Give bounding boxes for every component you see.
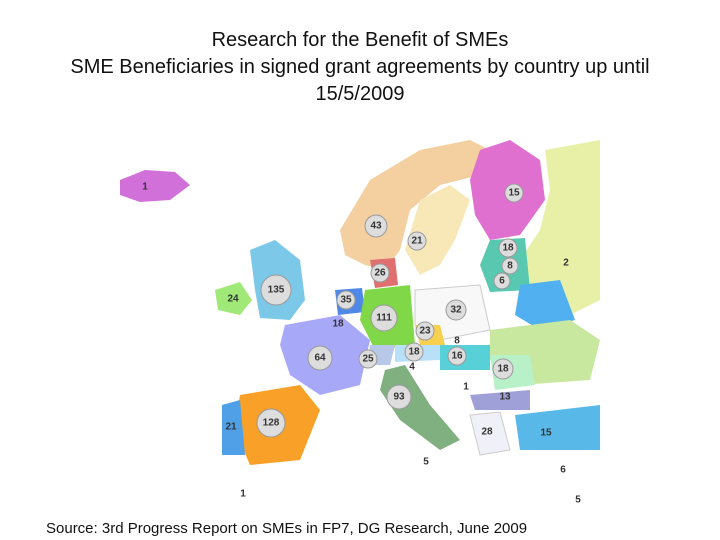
country-label: 93 (393, 392, 405, 403)
label-bubble (493, 272, 511, 290)
country-label: 18 (497, 364, 509, 375)
label-bubble (492, 358, 514, 380)
country-label: 128 (263, 418, 280, 429)
country-label: 111 (376, 313, 392, 324)
country-label: 2 (563, 258, 569, 269)
belarus (515, 280, 575, 330)
country-label: 18 (408, 347, 420, 358)
source: Source: 3rd Progress Report on SMEs in F… (46, 520, 528, 537)
country-label: 25 (362, 354, 374, 365)
country-label: 21 (225, 422, 237, 433)
label-bubble (386, 384, 412, 410)
country-label: 24 (227, 294, 239, 305)
sweden (405, 185, 470, 275)
country-label: 13 (499, 392, 511, 403)
country-label: 135 (268, 285, 285, 296)
label-bubble (504, 183, 524, 203)
country-label: 8 (454, 336, 460, 347)
country-label: 1 (240, 489, 246, 500)
label-bubble (370, 304, 398, 332)
label-bubble (498, 238, 518, 258)
label-bubble (307, 345, 333, 371)
label-bubble (336, 290, 356, 310)
country-label: 4 (409, 362, 415, 373)
label-bubble (364, 214, 388, 238)
title-line: Research for the Benefit of SMEs (211, 29, 509, 51)
label-bubble (445, 299, 467, 321)
country-label: 1 (463, 382, 469, 393)
country-label: 64 (314, 353, 326, 364)
country-label: 23 (419, 326, 431, 337)
title-line: 15/5/2009 (315, 83, 405, 105)
country-label: 28 (481, 427, 493, 438)
country-label: 5 (575, 495, 581, 506)
label-bubble (407, 231, 427, 251)
country-label: 6 (560, 465, 566, 476)
label-bubble (256, 408, 286, 438)
country-label: 18 (332, 319, 344, 330)
ireland (215, 282, 252, 315)
label-bubble (447, 346, 467, 366)
country-label: 16 (451, 351, 463, 362)
country-label: 15 (540, 428, 552, 439)
country-label: 6 (499, 276, 505, 287)
country-label: 5 (423, 457, 429, 468)
label-bubble (260, 274, 292, 306)
label-bubble (370, 263, 390, 283)
iceland (120, 170, 190, 202)
country-label: 21 (411, 236, 423, 247)
label-bubble (415, 321, 435, 341)
label-bubble (358, 349, 378, 369)
country-label: 15 (508, 188, 520, 199)
russia (520, 140, 600, 320)
greece (469, 411, 511, 456)
country-label: 18 (502, 243, 514, 254)
country-label: 35 (340, 295, 352, 306)
label-bubble (501, 257, 519, 275)
country-label: 43 (370, 221, 382, 232)
label-bubble (404, 342, 424, 362)
country-label: 1 (142, 182, 148, 193)
title-line: SME Beneficiaries in signed grant agreem… (70, 56, 650, 78)
country-label: 26 (374, 268, 386, 279)
country-label: 8 (507, 261, 513, 272)
portugal (222, 400, 245, 455)
country-label: 32 (450, 305, 462, 316)
bulgaria (470, 390, 530, 410)
scandinavia (340, 140, 500, 270)
turkey (515, 405, 600, 450)
